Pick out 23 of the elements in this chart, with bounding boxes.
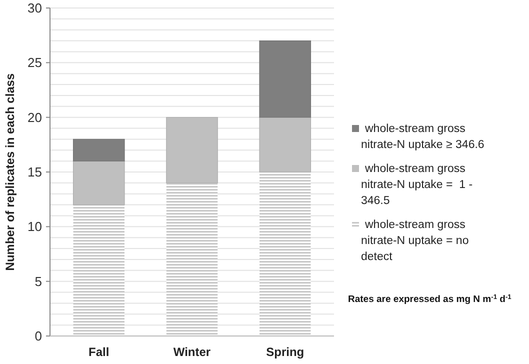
bar: [72, 160, 125, 206]
bar: [259, 40, 312, 118]
y-tick-label: 30: [28, 0, 42, 16]
y-tick-label: 20: [28, 110, 42, 125]
y-tick-label: 15: [28, 164, 42, 180]
y-tick-label: 5: [34, 274, 42, 289]
y-tick-label: 10: [28, 219, 42, 234]
bar: [73, 204, 124, 336]
y-tick-label: 25: [28, 55, 42, 70]
x-tick-label: Winter: [173, 345, 211, 359]
legend-label: whole-stream gross nitrate-N uptake ≥ 346.6: [361, 123, 484, 151]
legend-label: whole-stream gross nitrate-N uptake = 1 - 346.5: [361, 163, 473, 207]
legend-label: whole-stream gross nitrate-N uptake = no detect: [361, 219, 469, 263]
bar: [259, 117, 312, 172]
x-tick-label: Fall: [88, 345, 110, 359]
bar: [166, 117, 218, 184]
bar: [166, 182, 218, 336]
text: Rates are expressed as mg N m$^{-1}$ d$^{-1}$: [348, 294, 512, 305]
bar: [260, 172, 311, 336]
y-tick-label: 0: [34, 328, 42, 344]
bar: [72, 138, 125, 162]
x-tick-label: Spring: [266, 345, 304, 359]
y-axis-title: Number of replicates in each class: [3, 72, 17, 271]
